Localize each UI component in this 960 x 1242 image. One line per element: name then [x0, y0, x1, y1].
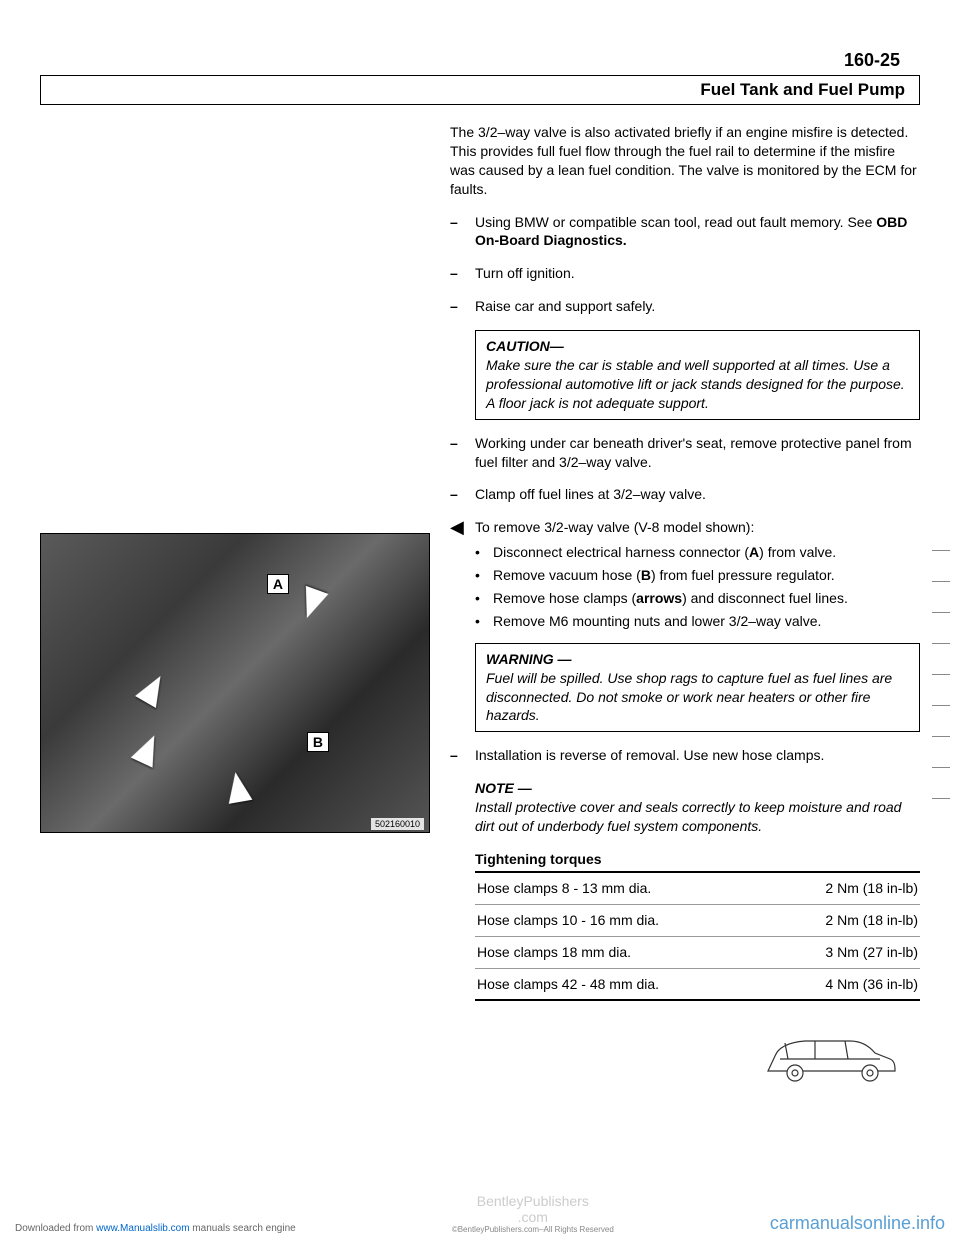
arrow-icon: [296, 586, 329, 622]
arrow-icon: [224, 770, 253, 804]
bullet-item: •Remove vacuum hose (B) from fuel pressu…: [475, 566, 920, 585]
step-text: Working under car beneath driver's seat,…: [475, 434, 920, 472]
step-item: – Installation is reverse of removal. Us…: [450, 746, 920, 765]
note-title: NOTE —: [475, 779, 920, 798]
torque-table: Hose clamps 8 - 13 mm dia.2 Nm (18 in-lb…: [475, 871, 920, 1002]
warning-title: WARNING —: [486, 651, 572, 667]
footer-link[interactable]: www.Manualslib.com: [96, 1223, 189, 1234]
warning-body: Fuel will be spilled. Use shop rags to c…: [486, 669, 909, 726]
photo-label-b: B: [307, 732, 329, 752]
note-body: Install protective cover and seals corre…: [475, 798, 920, 836]
step-item: – Working under car beneath driver's sea…: [450, 434, 920, 472]
step-text: Raise car and support safely.: [475, 297, 920, 316]
step-item: – Raise car and support safely.: [450, 297, 920, 316]
step-item: – Turn off ignition.: [450, 264, 920, 283]
photo-caption: 502160010: [371, 818, 424, 830]
triangle-icon: ◀: [450, 518, 475, 537]
step-text: Clamp off fuel lines at 3/2–way valve.: [475, 485, 920, 504]
step-item: – Using BMW or compatible scan tool, rea…: [450, 213, 920, 251]
intro-paragraph: The 3/2–way valve is also activated brie…: [450, 123, 920, 199]
table-row: Hose clamps 8 - 13 mm dia.2 Nm (18 in-lb…: [475, 873, 920, 905]
car-illustration: [450, 1031, 920, 1091]
table-row: Hose clamps 18 mm dia.3 Nm (27 in-lb): [475, 937, 920, 969]
page-number: 160-25: [40, 50, 920, 71]
arrow-icon: [135, 670, 171, 708]
footer-right: carmanualsonline.info: [770, 1213, 945, 1234]
caution-box: CAUTION— Make sure the car is stable and…: [475, 330, 920, 420]
bullet-item: •Remove M6 mounting nuts and lower 3/2–w…: [475, 612, 920, 631]
bullet-item: •Remove hose clamps (arrows) and disconn…: [475, 589, 920, 608]
footer-left: Downloaded from www.Manualslib.com manua…: [15, 1223, 296, 1234]
valve-photo: A B 502160010: [40, 533, 430, 833]
step-text: To remove 3/2-way valve (V-8 model shown…: [475, 518, 754, 537]
step-text: Installation is reverse of removal. Use …: [475, 746, 920, 765]
triangle-step: ◀ To remove 3/2-way valve (V-8 model sho…: [450, 518, 920, 537]
table-row: Hose clamps 42 - 48 mm dia.4 Nm (36 in-l…: [475, 969, 920, 1000]
photo-label-a: A: [267, 574, 289, 594]
bullet-item: •Disconnect electrical harness connector…: [475, 543, 920, 562]
margin-marks: [932, 550, 952, 1150]
table-row: Hose clamps 10 - 16 mm dia.2 Nm (18 in-l…: [475, 905, 920, 937]
step-text: Using BMW or compatible scan tool, read …: [475, 214, 876, 230]
section-header: Fuel Tank and Fuel Pump: [40, 75, 920, 105]
step-text: Turn off ignition.: [475, 264, 920, 283]
caution-title: CAUTION—: [486, 338, 564, 354]
footer-center: BentleyPublishers .com ©BentleyPublisher…: [296, 1193, 770, 1234]
warning-box: WARNING — Fuel will be spilled. Use shop…: [475, 643, 920, 733]
torque-title: Tightening torques: [475, 850, 920, 869]
arrow-icon: [131, 730, 165, 767]
caution-body: Make sure the car is stable and well sup…: [486, 356, 909, 413]
step-item: – Clamp off fuel lines at 3/2–way valve.: [450, 485, 920, 504]
bullet-list: •Disconnect electrical harness connector…: [475, 543, 920, 631]
